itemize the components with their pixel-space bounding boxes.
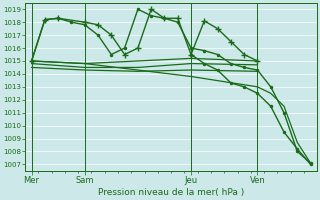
X-axis label: Pression niveau de la mer( hPa ): Pression niveau de la mer( hPa ) bbox=[98, 188, 244, 197]
